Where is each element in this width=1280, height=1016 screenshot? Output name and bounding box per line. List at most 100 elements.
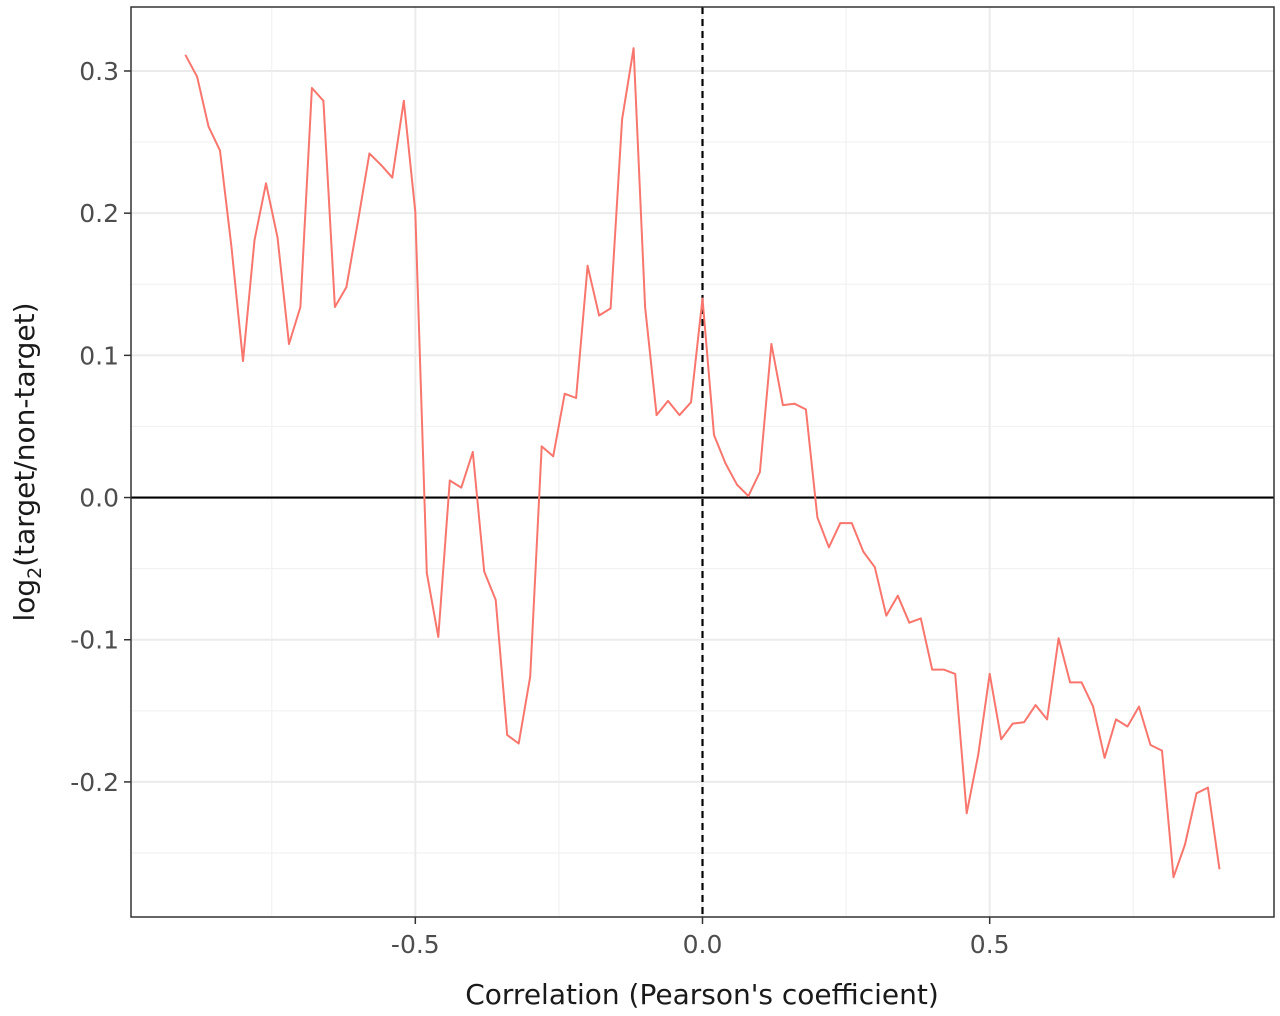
data-point	[988, 672, 991, 675]
data-point	[552, 455, 555, 458]
data-point	[471, 451, 474, 453]
data-point	[311, 87, 313, 89]
data-point	[793, 402, 796, 405]
data-point	[609, 307, 612, 310]
data-point	[219, 149, 221, 152]
data-point	[644, 306, 646, 308]
data-point	[276, 236, 279, 239]
data-point	[506, 734, 509, 736]
y-tick-label: -0.2	[70, 768, 119, 797]
data-point	[713, 434, 715, 436]
y-axis-title: log2(target/non-target)	[8, 302, 46, 621]
data-point	[908, 621, 911, 624]
data-point	[827, 546, 830, 549]
data-point	[690, 401, 692, 404]
data-point	[931, 668, 934, 671]
x-tick-label: 0.5	[970, 930, 1010, 959]
y-axis-title-base: log	[8, 579, 41, 622]
data-point	[1126, 725, 1129, 728]
data-point	[965, 812, 968, 815]
data-point	[1000, 738, 1003, 741]
data-point	[862, 550, 865, 553]
data-point	[724, 462, 727, 465]
y-axis-title-rest: (target/non-target)	[8, 302, 41, 566]
data-point	[804, 408, 807, 411]
data-point	[184, 54, 187, 57]
data-point	[460, 486, 463, 489]
series-points	[184, 47, 1221, 879]
x-axis-ticks: -0.5 0.0 0.5	[391, 917, 1010, 959]
data-point	[207, 125, 210, 128]
data-point	[896, 594, 899, 597]
data-point	[621, 118, 623, 121]
data-point	[1069, 681, 1071, 684]
data-point	[919, 617, 922, 620]
data-point	[655, 414, 658, 416]
data-point	[736, 483, 738, 486]
y-axis-title-subscript: 2	[24, 567, 46, 579]
data-point	[494, 599, 497, 601]
data-point	[678, 414, 681, 416]
data-point	[1103, 756, 1106, 759]
data-point	[632, 47, 635, 50]
data-point	[288, 343, 290, 345]
data-point	[759, 471, 761, 473]
y-tick-label: 0.3	[79, 57, 119, 86]
data-point	[1207, 786, 1209, 789]
data-point	[747, 495, 750, 498]
data-point	[954, 672, 957, 675]
data-point	[540, 445, 543, 448]
data-point	[322, 99, 325, 102]
data-point	[1046, 718, 1049, 721]
data-point	[483, 570, 486, 573]
data-point	[586, 264, 589, 267]
data-point	[253, 239, 256, 242]
data-point	[1115, 718, 1117, 721]
data-point	[1023, 721, 1026, 724]
y-axis-ticks: -0.2 -0.1 0.0 0.1 0.2 0.3	[70, 57, 131, 797]
data-point	[942, 668, 945, 671]
x-tick-label: 0.0	[683, 930, 723, 959]
data-point	[356, 220, 359, 223]
data-point	[1034, 704, 1037, 707]
data-point	[1184, 843, 1186, 846]
data-point	[265, 182, 267, 185]
data-point	[977, 754, 980, 756]
data-point	[1057, 637, 1060, 640]
data-point	[334, 306, 336, 308]
data-point	[391, 176, 394, 179]
data-point	[196, 75, 198, 78]
y-tick-label: 0.1	[79, 341, 119, 370]
data-point	[242, 360, 244, 362]
data-point	[575, 397, 578, 399]
data-point	[1172, 876, 1175, 879]
data-point	[850, 522, 853, 525]
data-point	[230, 246, 233, 249]
data-point	[816, 516, 819, 519]
data-point	[402, 99, 405, 102]
x-axis-title: Correlation (Pearson's coefficient)	[465, 978, 939, 1011]
data-point	[1195, 792, 1198, 795]
data-point	[448, 479, 451, 482]
data-point	[425, 572, 428, 574]
y-tick-label: 0.2	[79, 199, 119, 228]
data-point	[517, 742, 520, 745]
data-point	[379, 163, 382, 166]
x-tick-label: -0.5	[391, 930, 440, 959]
y-tick-label: 0.0	[79, 484, 119, 513]
data-point	[1092, 705, 1094, 708]
data-point	[873, 566, 876, 569]
data-point	[885, 614, 888, 617]
data-point	[667, 399, 669, 402]
data-point	[1161, 749, 1163, 752]
data-point	[1138, 705, 1140, 708]
data-point	[563, 392, 566, 395]
data-point	[1149, 744, 1152, 746]
data-point	[701, 297, 704, 300]
data-point	[345, 286, 348, 289]
data-point	[1011, 722, 1014, 725]
data-point	[529, 675, 532, 678]
data-point	[770, 343, 773, 345]
data-point	[299, 306, 302, 308]
